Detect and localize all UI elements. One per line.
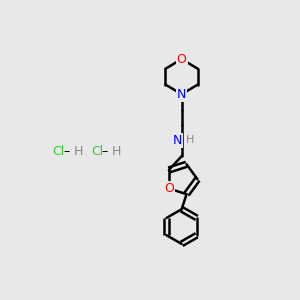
- Text: –: –: [102, 145, 108, 158]
- Text: O: O: [177, 52, 187, 66]
- Text: O: O: [164, 182, 174, 195]
- Text: N: N: [172, 134, 182, 147]
- Text: –: –: [63, 145, 70, 158]
- Text: H: H: [74, 145, 83, 158]
- Text: Cl: Cl: [52, 145, 65, 158]
- Text: H: H: [186, 135, 194, 146]
- Text: H: H: [112, 145, 121, 158]
- Text: Cl: Cl: [91, 145, 103, 158]
- Text: N: N: [177, 88, 186, 101]
